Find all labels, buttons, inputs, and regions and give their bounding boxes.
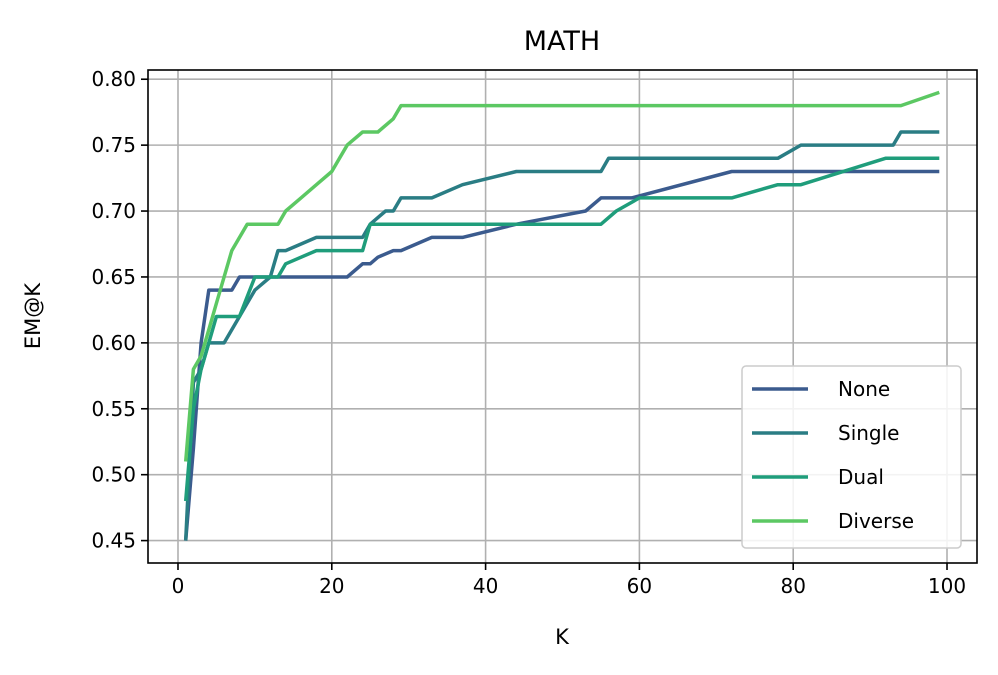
legend: None Single Dual Diverse (741, 365, 962, 549)
y-tick-label: 0.45 (91, 529, 136, 553)
y-tick-label: 0.60 (91, 331, 136, 355)
legend-label-none: None (838, 377, 890, 401)
series-layer (183, 90, 940, 541)
legend-items: None Single Dual Diverse (752, 377, 914, 533)
x-axis-label: K (555, 625, 570, 649)
tick-layer: 0 20 40 60 80 100 0.45 0.50 0.55 0.60 0.65 0.70 0.75… (91, 67, 966, 598)
series-line-single (183, 130, 940, 541)
legend-label-diverse: Diverse (838, 509, 914, 533)
x-tick-label: 0 (172, 574, 185, 598)
legend-label-dual: Dual (838, 465, 884, 489)
x-tick-label: 40 (473, 574, 498, 598)
x-tick-label: 60 (627, 574, 652, 598)
legend-label-single: Single (838, 421, 899, 445)
y-axis-label: EM@K (21, 282, 45, 349)
series-line-dual (183, 156, 940, 502)
series-line-none (183, 169, 940, 541)
plot-frame (147, 69, 978, 564)
series-line-diverse (183, 90, 940, 462)
y-tick-label: 0.50 (91, 463, 136, 487)
chart-title: MATH (524, 26, 600, 57)
y-tick-label: 0.75 (91, 133, 136, 157)
y-tick-label: 0.55 (91, 397, 136, 421)
y-tick-label: 0.70 (91, 199, 136, 223)
y-tick-label: 0.65 (91, 265, 136, 289)
y-tick-label: 0.80 (91, 67, 136, 91)
legend-box (741, 365, 962, 549)
x-tick-label: 20 (319, 574, 344, 598)
x-tick-label: 100 (928, 574, 966, 598)
x-tick-label: 80 (780, 574, 805, 598)
